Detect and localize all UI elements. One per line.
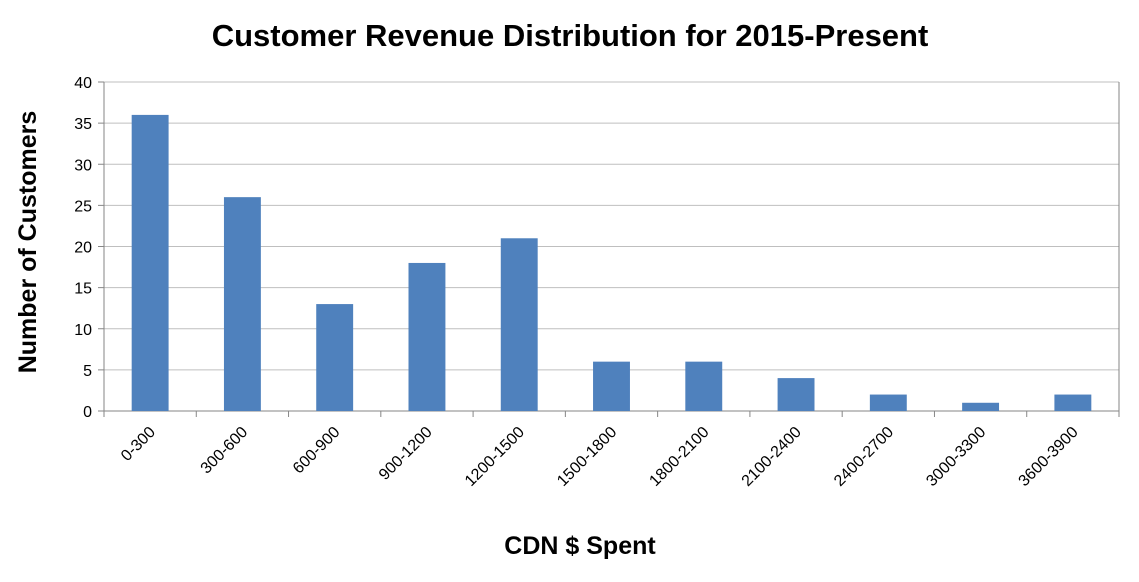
- y-tick-label: 35: [74, 116, 92, 133]
- x-axis-ticks: 0-300 300-600 600-900 900-1200 1200-1500 1500…: [103, 411, 1120, 490]
- y-tick-label: 25: [74, 198, 92, 215]
- bars: [131, 114, 1092, 412]
- y-axis-label: Number of Customers: [14, 111, 42, 374]
- bar: [316, 304, 354, 411]
- bar: [777, 378, 815, 411]
- y-tick-label: 40: [74, 75, 92, 92]
- x-tick-label: 3600-3900: [1016, 424, 1082, 490]
- bar: [962, 402, 1000, 411]
- gridlines: [98, 81, 1120, 412]
- chart-title: Customer Revenue Distribution for 2015-P…: [212, 18, 929, 53]
- x-tick-label: 600-900: [290, 424, 344, 478]
- x-tick-label: 0-300: [118, 424, 159, 465]
- bar: [1054, 394, 1092, 411]
- y-axis-ticks: 0 5 10 15 20 25 30 35 40: [74, 75, 92, 421]
- bar: [223, 197, 261, 411]
- x-tick-label: 1800-2100: [646, 424, 712, 490]
- y-tick-label: 5: [83, 363, 92, 380]
- x-axis-label: CDN $ Spent: [504, 532, 656, 560]
- bar: [500, 238, 538, 411]
- bar: [869, 394, 907, 411]
- x-tick-label: 3000-3300: [923, 424, 989, 490]
- y-tick-label: 10: [74, 322, 92, 339]
- x-tick-label: 2100-2400: [739, 424, 805, 490]
- bar: [593, 361, 630, 411]
- x-tick-label: 1200-1500: [462, 424, 528, 490]
- y-tick-label: 20: [74, 240, 92, 257]
- bar: [131, 114, 169, 412]
- x-tick-label: 900-1200: [376, 424, 436, 484]
- y-tick-label: 15: [74, 281, 92, 298]
- y-tick-label: 0: [83, 404, 92, 421]
- bar: [685, 361, 723, 411]
- x-tick-label: 1500-1800: [554, 424, 620, 490]
- x-tick-label: 2400-2700: [831, 424, 897, 490]
- bar: [408, 262, 446, 411]
- y-tick-label: 30: [74, 157, 92, 174]
- x-tick-label: 300-600: [198, 424, 252, 478]
